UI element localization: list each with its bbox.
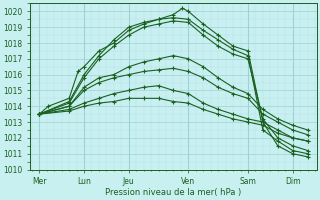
X-axis label: Pression niveau de la mer( hPa ): Pression niveau de la mer( hPa ): [105, 188, 242, 197]
